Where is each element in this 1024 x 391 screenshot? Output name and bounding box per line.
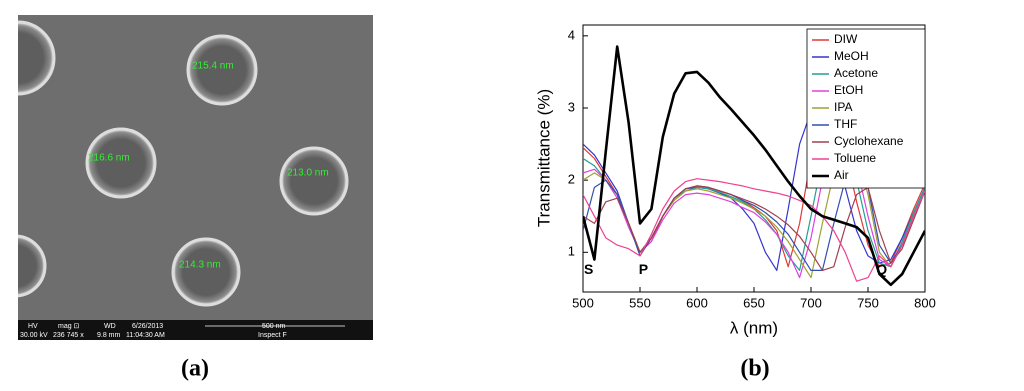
info-value: 236 745 x [53, 332, 84, 339]
x-tick-label: 750 [857, 295, 879, 310]
series-line [583, 45, 925, 287]
size-label: 213.0 nm [287, 168, 329, 179]
y-tick-label: 1 [568, 244, 575, 259]
legend-label: Acetone [834, 66, 878, 80]
info-value: 30.00 kV [20, 332, 48, 339]
y-axis-label: Transmittance (%) [534, 89, 553, 227]
y-tick-label: 3 [568, 99, 575, 114]
annotation: S [584, 261, 593, 277]
info-value: 11:04:30 AM [126, 332, 165, 339]
x-tick-label: 600 [686, 295, 708, 310]
info-bar [18, 320, 373, 340]
annotation: Q [876, 261, 887, 277]
x-tick-label: 800 [914, 295, 936, 310]
hole [171, 237, 241, 307]
caption: (a) [181, 356, 209, 382]
y-tick-label: 4 [568, 27, 575, 42]
hole [18, 234, 47, 298]
legend-label: Air [834, 168, 849, 182]
legend-label: IPA [834, 100, 852, 114]
annotation: P [639, 261, 648, 277]
info-value: Inspect F [258, 332, 287, 339]
hole [279, 146, 349, 216]
hole [85, 127, 157, 199]
x-tick-label: 700 [800, 295, 822, 310]
legend-label: DIW [834, 32, 858, 46]
hole [18, 20, 56, 96]
info-header: mag ⊡ [58, 323, 80, 330]
y-tick-label: 2 [568, 172, 575, 187]
x-tick-label: 550 [629, 295, 651, 310]
info-header: HV [28, 323, 38, 330]
sem-image: 215.4 nm 216.6 nm 213.0 nm 214.3 nm HV m… [18, 15, 373, 340]
x-axis-label: λ (nm) [730, 318, 778, 337]
legend-label: THF [834, 117, 857, 131]
legend-label: EtOH [834, 83, 863, 97]
caption: (b) [740, 356, 769, 382]
x-tick-label: 650 [743, 295, 765, 310]
size-label: 215.4 nm [192, 61, 234, 72]
legend-label: Toluene [834, 151, 876, 165]
info-header: WD [104, 323, 116, 330]
hole [186, 34, 258, 106]
legend-label: MeOH [834, 49, 869, 63]
size-label: 214.3 nm [179, 260, 221, 271]
info-header: 6/26/2013 [132, 323, 163, 330]
info-value: 9.8 mm [97, 332, 121, 339]
legend-label: Cyclohexane [834, 134, 904, 148]
x-tick-label: 500 [572, 295, 594, 310]
size-label: 216.6 nm [88, 153, 130, 164]
info-header: 500 nm [262, 323, 286, 330]
series-line [583, 178, 925, 282]
